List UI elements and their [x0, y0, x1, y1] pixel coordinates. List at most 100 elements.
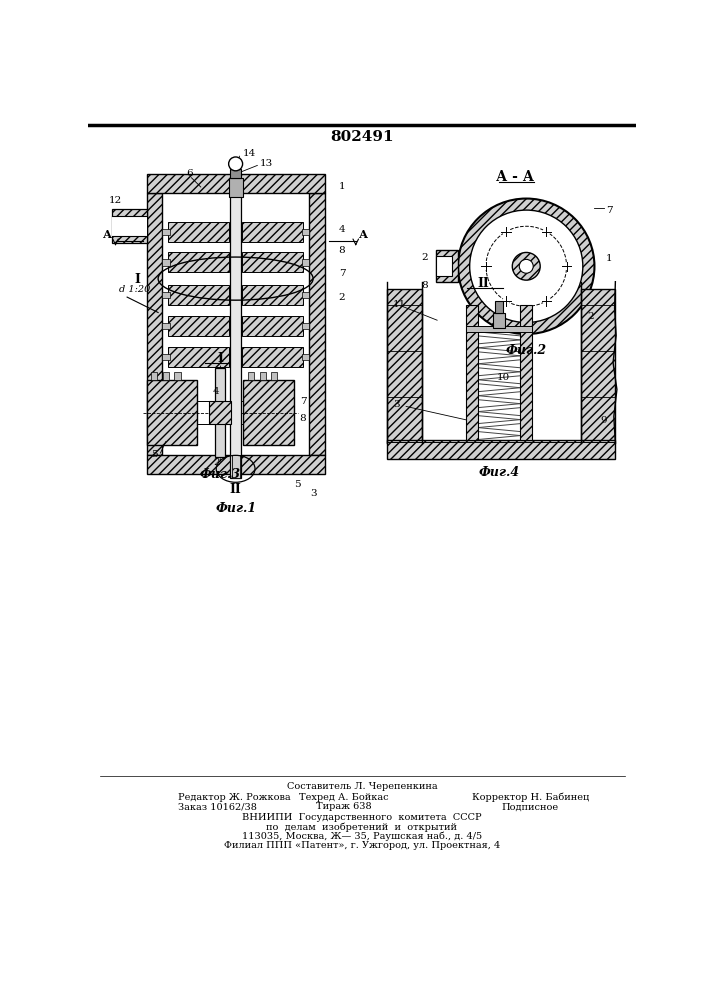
Bar [230, 189, 241, 478]
Bar [112, 209, 146, 243]
Text: Редактор Ж. Рожкова: Редактор Ж. Рожкова [177, 793, 290, 802]
Text: 11: 11 [393, 300, 407, 309]
Bar [301, 354, 309, 360]
Text: 2: 2 [214, 458, 221, 467]
Bar [493, 312, 506, 328]
Text: 14: 14 [243, 149, 256, 158]
Bar [151, 372, 158, 380]
Bar [301, 323, 309, 329]
Text: 113035, Москва, Ж— 35, Раушская наб., д. 4/5: 113035, Москва, Ж— 35, Раушская наб., д.… [242, 831, 482, 841]
Bar [387, 289, 421, 443]
Text: по  делам  изобретений  и  открытий: по делам изобретений и открытий [267, 822, 457, 832]
Text: 2: 2 [339, 293, 345, 302]
Bar [301, 229, 309, 235]
Text: II: II [230, 483, 242, 496]
Text: II: II [478, 277, 489, 290]
Bar [580, 289, 615, 443]
Circle shape [542, 297, 550, 305]
Circle shape [519, 259, 533, 273]
Text: 7: 7 [300, 397, 306, 406]
Bar [243, 380, 293, 445]
Text: 8: 8 [339, 246, 345, 255]
Text: 3: 3 [310, 489, 317, 498]
Text: 1: 1 [606, 254, 613, 263]
Text: 2: 2 [421, 253, 428, 262]
Bar [209, 401, 231, 424]
Circle shape [228, 157, 243, 171]
Bar [466, 326, 532, 332]
Bar [387, 440, 615, 459]
Bar [216, 368, 225, 457]
Bar [242, 285, 303, 305]
Text: 7: 7 [339, 269, 345, 278]
Bar [495, 301, 503, 312]
Text: 2: 2 [588, 312, 594, 321]
Bar [162, 193, 309, 455]
Bar [168, 222, 230, 242]
Text: 10: 10 [496, 373, 510, 382]
Text: 13: 13 [260, 159, 273, 168]
Text: Фиг.1: Фиг.1 [215, 502, 256, 515]
Text: Техред А. Бойкас: Техред А. Бойкас [299, 793, 389, 802]
Bar [146, 455, 325, 474]
Bar [271, 372, 277, 380]
Text: А - А: А - А [496, 170, 534, 184]
Circle shape [482, 262, 490, 270]
Text: Фиг.2: Фиг.2 [506, 344, 547, 358]
Text: Филиал ППП «Патент», г. Ужгород, ул. Проектная, 4: Филиал ППП «Патент», г. Ужгород, ул. Про… [224, 841, 500, 850]
Text: 1: 1 [339, 182, 345, 191]
Bar [301, 292, 309, 298]
Bar [112, 216, 146, 235]
Text: Фиг.4: Фиг.4 [479, 466, 520, 479]
Text: Подписное: Подписное [501, 802, 559, 811]
Bar [466, 305, 478, 440]
Bar [230, 169, 241, 178]
Text: d 1:20: d 1:20 [119, 285, 151, 294]
Text: 8: 8 [421, 281, 428, 290]
Circle shape [542, 228, 550, 235]
Text: 4: 4 [339, 225, 345, 234]
Text: А: А [359, 229, 368, 240]
Bar [162, 259, 170, 266]
Bar [168, 347, 230, 367]
Bar [242, 222, 303, 242]
Circle shape [513, 252, 540, 280]
Text: 5: 5 [151, 450, 158, 459]
Text: 802491: 802491 [330, 130, 394, 144]
Bar [242, 347, 303, 367]
Bar [168, 316, 230, 336]
Bar [146, 380, 197, 445]
Bar [520, 305, 532, 440]
Bar [162, 229, 170, 235]
Bar [146, 174, 325, 193]
Text: Составитель Л. Черепенкина: Составитель Л. Черепенкина [286, 782, 437, 791]
Bar [436, 256, 452, 276]
Bar [163, 372, 169, 380]
Text: 3: 3 [393, 400, 399, 409]
Text: Корректор Н. Бабинец: Корректор Н. Бабинец [472, 793, 589, 802]
Bar [301, 259, 309, 266]
Text: 9: 9 [600, 416, 607, 425]
Text: 12: 12 [109, 196, 122, 205]
Circle shape [502, 228, 510, 235]
Text: 6: 6 [186, 169, 192, 178]
Text: 4: 4 [213, 387, 220, 396]
Text: 8: 8 [300, 414, 306, 423]
Bar [228, 178, 243, 197]
Circle shape [563, 262, 571, 270]
Circle shape [458, 199, 595, 334]
Text: 7: 7 [606, 206, 613, 215]
Bar [146, 193, 162, 455]
Bar [242, 252, 303, 272]
Text: 5: 5 [294, 480, 301, 489]
Circle shape [502, 297, 510, 305]
Text: Фиг.3: Фиг.3 [199, 468, 240, 481]
Text: А: А [103, 229, 112, 240]
Bar [168, 252, 230, 272]
Text: Тираж 638: Тираж 638 [316, 802, 372, 811]
Bar [162, 323, 170, 329]
Text: Заказ 10162/38: Заказ 10162/38 [177, 802, 257, 811]
Circle shape [469, 210, 583, 323]
Bar [259, 372, 266, 380]
Bar [232, 455, 240, 478]
